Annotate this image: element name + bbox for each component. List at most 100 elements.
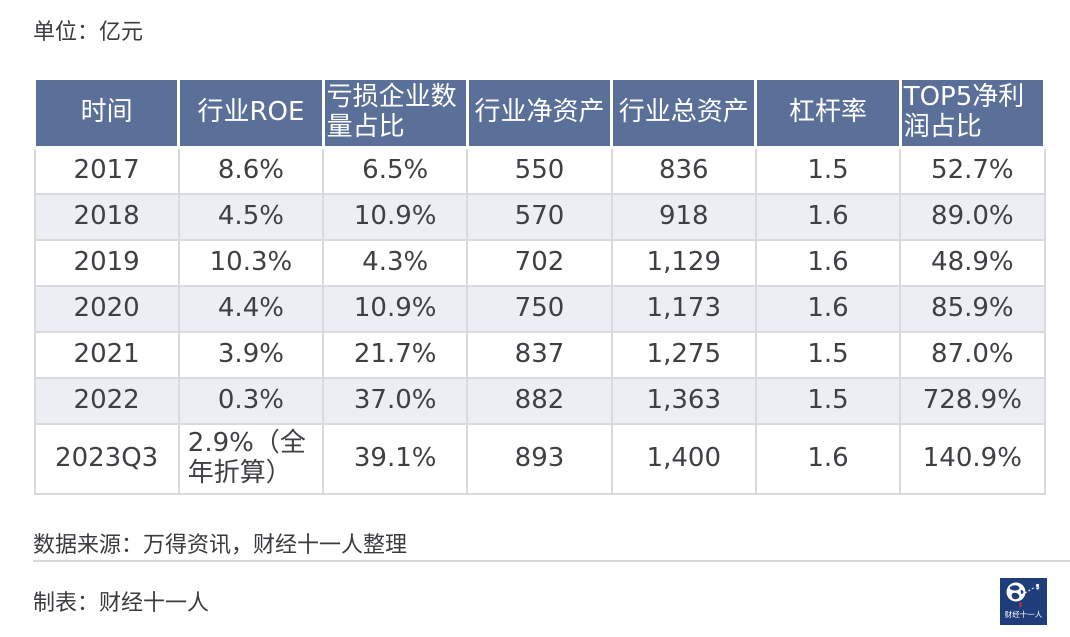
table-cell: 3.9% (177, 331, 325, 379)
column-header-label: 时间 (80, 96, 133, 127)
table-cell: 2021 (33, 331, 180, 379)
table-cell-value: 0.3% (217, 384, 284, 415)
table-cell-value: 85.9% (931, 292, 1014, 323)
table-cell-value: 1,400 (646, 442, 721, 473)
credit-note: 制表：财经十一人 (33, 591, 210, 616)
table-cell: 1.5 (754, 331, 902, 379)
table-cell-value: 21.7% (353, 338, 437, 369)
table-cell: 48.9% (899, 239, 1046, 287)
table-cell-value: 2018 (73, 200, 140, 231)
column-header-label: 亏损企业数量占比 (326, 82, 457, 142)
table-cell-value: 1.6 (807, 246, 849, 277)
table-cell: 1,173 (610, 285, 757, 333)
table-row: 2017 8.6% 6.5% 550 836 1.5 52.7% (33, 146, 1046, 195)
table-cell: 702 (466, 239, 613, 287)
table-cell-value: 1,173 (646, 292, 721, 323)
column-header-label: 杠杆率 (789, 96, 868, 127)
table-cell: 1,363 (610, 377, 757, 425)
data-table: 时间 行业ROE 亏损企业数量占比 行业净资产 行业总资产 杠杆率 TOP5净利润占比 20… (32, 77, 1047, 495)
table-cell-value: 1,129 (646, 246, 721, 277)
table-header: 时间 行业ROE 亏损企业数量占比 行业净资产 行业总资产 杠杆率 TOP5净利润占比 (32, 77, 1047, 149)
table-cell: 21.7% (322, 331, 469, 379)
table-row: 2020 4.4% 10.9% 750 1,173 1.6 85.9% (33, 285, 1046, 333)
table-cell-value: 2.9%（全年折算） (187, 428, 306, 488)
table-cell: 1.6 (754, 285, 902, 333)
table-cell: 1.5 (754, 146, 902, 195)
table-cell-value: 48.9% (931, 246, 1014, 277)
table-cell-value: 10.3% (209, 246, 293, 277)
table-cell-value: 2020 (73, 292, 140, 323)
footer-divider (33, 560, 1070, 562)
table-row: 2019 10.3% 4.3% 702 1,129 1.6 48.9% (33, 239, 1046, 287)
column-header: 行业ROE (177, 77, 325, 149)
table-cell: 750 (466, 285, 613, 333)
table-cell-value: 702 (514, 246, 565, 277)
table-row: 2018 4.5% 10.9% 570 918 1.6 89.0% (33, 193, 1046, 241)
table-cell: 1.6 (754, 239, 902, 287)
logo-background (1000, 578, 1047, 625)
table-cell: 52.7% (899, 146, 1046, 195)
table-cell-value: 1.5 (807, 384, 849, 415)
table-cell: 1.5 (754, 377, 902, 425)
table-cell: 837 (466, 331, 613, 379)
table-cell-value: 4.5% (217, 200, 284, 231)
table-cell: 1.6 (754, 193, 902, 241)
table-cell: 8.6% (177, 146, 325, 195)
table-cell-value: 2017 (73, 154, 140, 185)
table-cell-value: 4.3% (362, 246, 429, 277)
table-cell: 4.5% (177, 193, 325, 241)
table-cell-value: 2023Q3 (55, 442, 159, 473)
table-body: 2017 8.6% 6.5% 550 836 1.5 52.7% 2018 4.5% 10.9% 5… (33, 146, 1046, 495)
table-cell-value: 893 (514, 442, 565, 473)
logo-accent-mark (1019, 602, 1022, 607)
table-cell: 39.1% (322, 423, 469, 495)
table-cell-value: 39.1% (353, 442, 437, 473)
table-cell: 550 (466, 146, 613, 195)
trail-line (1024, 586, 1036, 594)
table-header-row: 时间 行业ROE 亏损企业数量占比 行业净资产 行业总资产 杠杆率 TOP5净利润占比 (32, 77, 1047, 149)
column-header: 行业总资产 (610, 77, 758, 149)
column-header-label: TOP5净利润占比 (903, 82, 1025, 142)
table-cell: 4.4% (177, 285, 325, 333)
table-cell: 4.3% (322, 239, 469, 287)
table-cell-value: 10.9% (353, 200, 437, 231)
table-cell: 2.9%（全年折算） (177, 423, 325, 495)
table-cell-value: 550 (514, 154, 565, 185)
column-header: 杠杆率 (754, 77, 902, 149)
unit-label: 单位：亿元 (33, 20, 144, 45)
table-cell: 1,400 (610, 423, 757, 495)
column-header: 行业净资产 (465, 77, 614, 149)
table-cell: 2022 (33, 377, 180, 425)
table-cell-value: 37.0% (353, 384, 437, 415)
globe-icon (1006, 582, 1026, 602)
column-header-label: 行业总资产 (618, 96, 749, 127)
column-header-label: 行业ROE (197, 96, 305, 127)
table-cell: 728.9% (899, 377, 1046, 425)
source-note: 数据来源：万得资讯，财经十一人整理 (33, 533, 408, 558)
table-cell-value: 4.4% (217, 292, 284, 323)
table-cell: 89.0% (899, 193, 1046, 241)
table-row: 2023Q3 2.9%（全年折算） 39.1% 893 1,400 1.6 140.9% (33, 423, 1046, 495)
table-cell: 2018 (33, 193, 180, 241)
table-cell-value: 1.6 (807, 442, 849, 473)
table-cell-value: 89.0% (931, 200, 1014, 231)
table-cell-value: 1,275 (646, 338, 721, 369)
table-cell-value: 882 (514, 384, 565, 415)
table-cell: 2019 (33, 239, 180, 287)
table-cell: 10.3% (177, 239, 325, 287)
brand-logo: 财经十一人 (1000, 578, 1047, 625)
table-cell-value: 3.9% (217, 338, 284, 369)
table-cell-value: 1.6 (807, 200, 849, 231)
table-cell: 10.9% (322, 193, 469, 241)
table-row: 2022 0.3% 37.0% 882 1,363 1.5 728.9% (33, 377, 1046, 425)
table-cell-value: 2021 (73, 338, 140, 369)
table-cell: 2017 (33, 146, 180, 195)
table-cell-value: 728.9% (922, 384, 1022, 415)
table-cell-value: 2022 (73, 384, 140, 415)
table-cell-value: 87.0% (931, 338, 1014, 369)
table-cell-value: 837 (514, 338, 565, 369)
table-cell: 1,129 (610, 239, 757, 287)
table-cell-value: 140.9% (922, 442, 1022, 473)
table-cell-value: 2019 (73, 246, 140, 277)
logo-text: 财经十一人 (1005, 609, 1043, 619)
